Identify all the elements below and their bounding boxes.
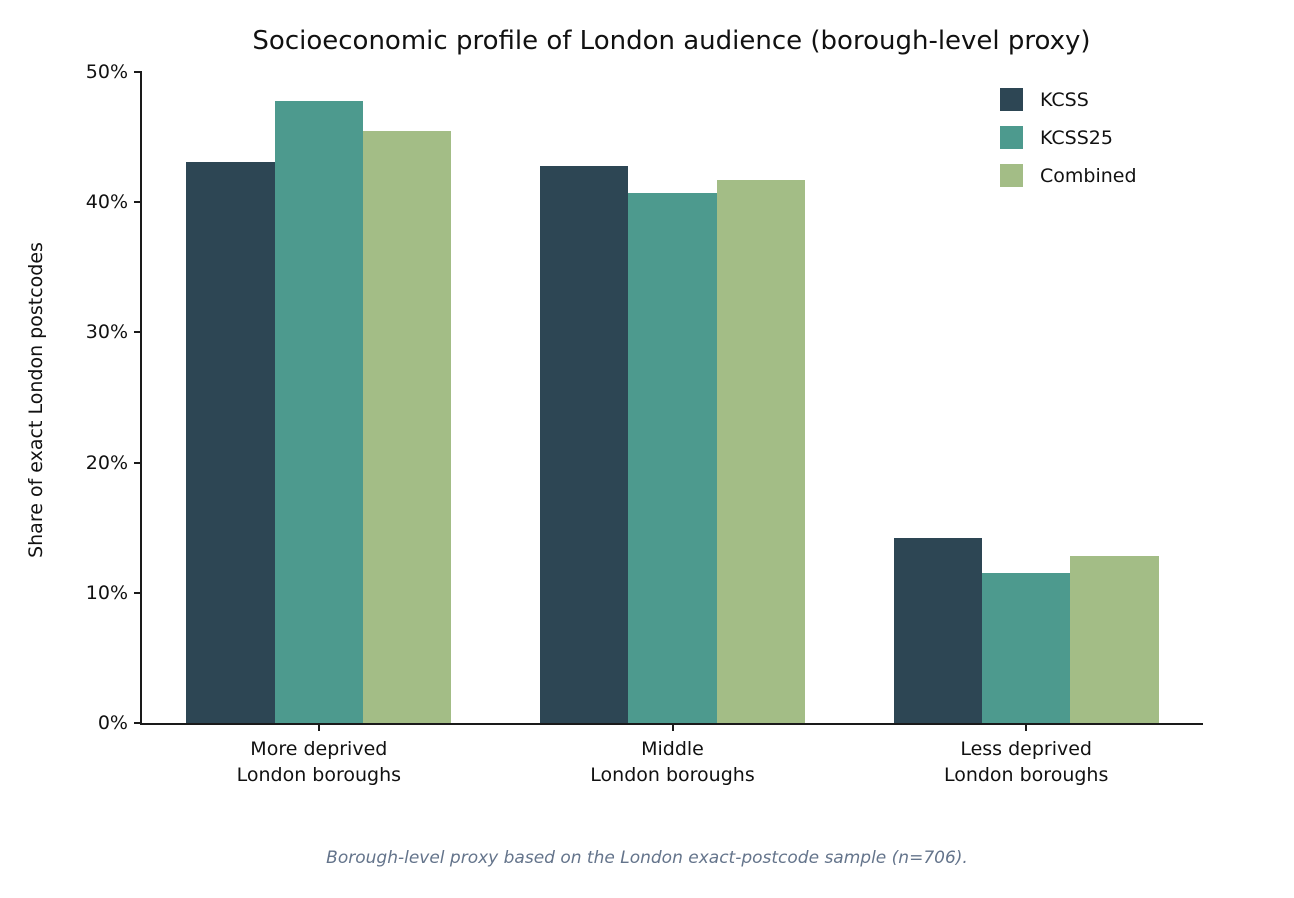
bar-kcss25-group1 [274,100,364,723]
y-tick-label: 40% [85,191,128,214]
y-tick-mark [134,71,142,73]
y-tick-label: 50% [85,61,128,83]
legend-item-kcss: KCSS [1000,88,1137,111]
bar-kcss25-group3 [981,573,1071,723]
y-tick-mark [134,722,142,724]
bar-kcss-group2 [539,165,629,723]
x-tick-mark [671,723,674,731]
bar-combined-group2 [716,180,806,723]
bar-kcss-group3 [893,538,982,723]
legend-swatch-icon [1000,88,1023,111]
legend-item-kcss25: KCSS25 [1000,126,1137,149]
plot-area: KCSS KCSS25 Combined 0% 10% 20% 30% 40% 50% More… [86,61,1203,786]
x-tick-label: Middle London boroughs [590,738,755,786]
y-tick-label: 0% [97,712,128,734]
y-tick-label: 30% [85,321,128,344]
legend-swatch-icon [1000,164,1023,187]
legend-label: Combined [1040,164,1137,187]
x-tick-mark [1025,723,1028,731]
legend-label: KCSS [1040,88,1089,111]
y-tick-label: 20% [85,451,128,474]
chart-title: Socioeconomic profile of London audience… [252,26,1091,56]
legend-swatch-icon [1000,126,1023,149]
y-tick-mark [134,461,142,464]
x-tick-label: More deprived London boroughs [236,738,402,786]
legend-label: KCSS25 [1040,126,1113,149]
y-axis-label: Share of exact London postcodes [25,242,47,558]
bar-kcss-group1 [186,161,275,723]
y-tick-label: 10% [85,581,128,604]
y-tick-mark [134,331,142,334]
y-tick-mark [134,591,142,594]
legend: KCSS KCSS25 Combined [1000,88,1137,202]
legend-item-combined: Combined [1000,164,1137,187]
x-tick-label: Less deprived London boroughs [943,738,1109,786]
bar-kcss25-group2 [628,193,717,723]
caption: Borough-level proxy based on the London … [326,848,968,868]
bar-combined-group3 [1070,556,1159,723]
y-tick-mark [134,201,142,204]
bar-combined-group1 [363,130,452,723]
x-tick-mark [317,723,320,731]
